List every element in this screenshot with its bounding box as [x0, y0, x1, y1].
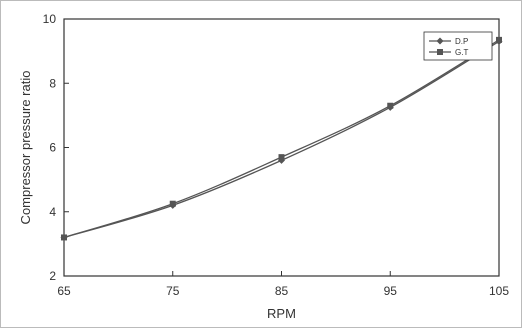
x-tick-label: 95 — [384, 284, 398, 298]
y-tick-label: 8 — [49, 76, 56, 90]
x-tick-label: 85 — [275, 284, 289, 298]
legend-marker — [437, 49, 443, 55]
y-tick-label: 2 — [49, 269, 56, 283]
legend-label: G.T — [455, 48, 468, 57]
y-tick-label: 4 — [49, 205, 56, 219]
data-point — [278, 154, 285, 161]
data-point — [387, 102, 394, 109]
legend-box — [423, 31, 493, 61]
legend-label: D.P — [455, 37, 468, 46]
x-tick-label: 75 — [166, 284, 180, 298]
x-axis-title: RPM — [267, 306, 296, 321]
data-point — [169, 200, 176, 207]
x-tick-label: 65 — [57, 284, 71, 298]
y-axis-title: Compressor pressure ratio — [18, 71, 33, 225]
data-point — [61, 234, 67, 241]
y-tick-label: 6 — [49, 141, 56, 155]
y-tick-label: 10 — [43, 12, 57, 26]
x-tick-label: 105 — [489, 284, 509, 298]
data-point — [496, 36, 502, 43]
legend-marker — [436, 37, 444, 45]
